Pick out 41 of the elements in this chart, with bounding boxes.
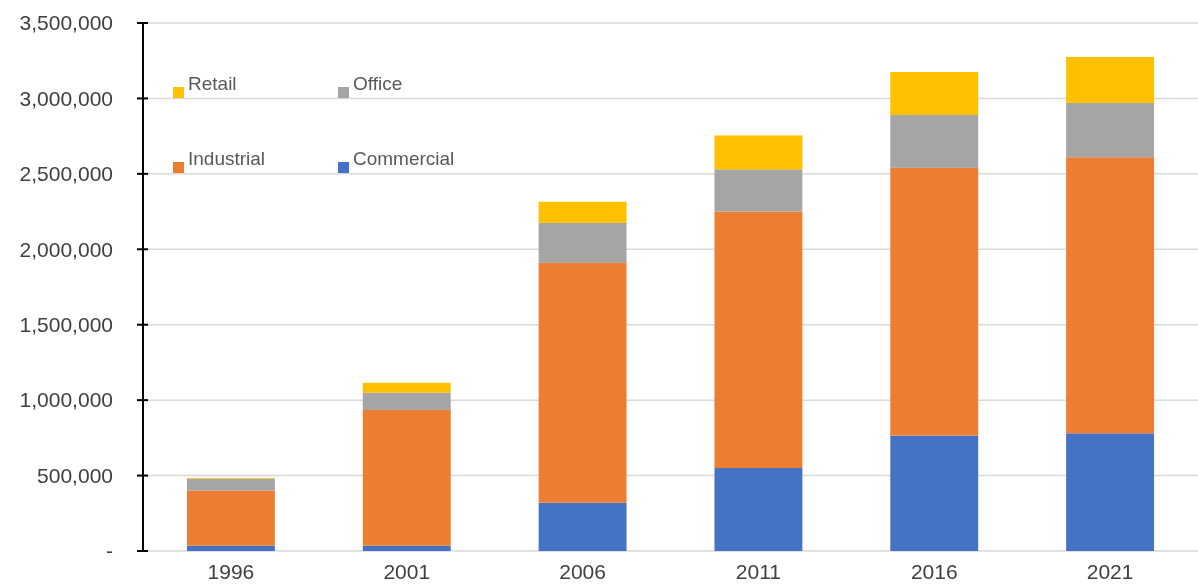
y-tick-label: 2,500,000 [19,162,113,186]
y-tick-label: - [106,539,113,563]
bar [186,490,275,546]
y-tick-label: 2,000,000 [19,237,113,261]
legend-label: Industrial [188,148,266,169]
bar [362,382,451,393]
x-tick-label: 2011 [735,560,781,583]
bar [362,545,451,551]
bar [186,545,275,551]
bar [1066,102,1155,158]
bar [362,392,451,410]
y-tick-label: 3,500,000 [19,11,113,35]
bar [538,201,627,223]
bar [714,135,803,170]
y-tick-label: 1,500,000 [19,313,113,337]
x-tick-label: 2021 [1086,560,1134,583]
legend-label: Commercial [353,148,455,169]
bar [1066,433,1155,551]
y-tick-label: 1,000,000 [19,388,113,412]
x-tick-label: 2006 [559,560,606,583]
bar [890,167,979,436]
bar [538,222,627,263]
bar [1066,157,1155,434]
bar [538,262,627,503]
bar [890,115,979,168]
y-tick-label: 500,000 [37,463,113,487]
bar [714,468,803,551]
bar [362,409,451,546]
bar [1066,56,1155,103]
bar [186,478,275,491]
x-tick-label: 2001 [383,560,431,583]
bar [890,72,979,116]
y-tick-label: 3,000,000 [19,86,113,110]
bar [538,502,627,551]
legend-label: Office [353,73,403,94]
bar [714,211,803,469]
bar [714,169,803,212]
bar [890,435,979,551]
x-tick-label: 2016 [910,560,958,583]
legend-label: Retail [188,73,237,94]
x-tick-label: 1996 [207,560,255,583]
